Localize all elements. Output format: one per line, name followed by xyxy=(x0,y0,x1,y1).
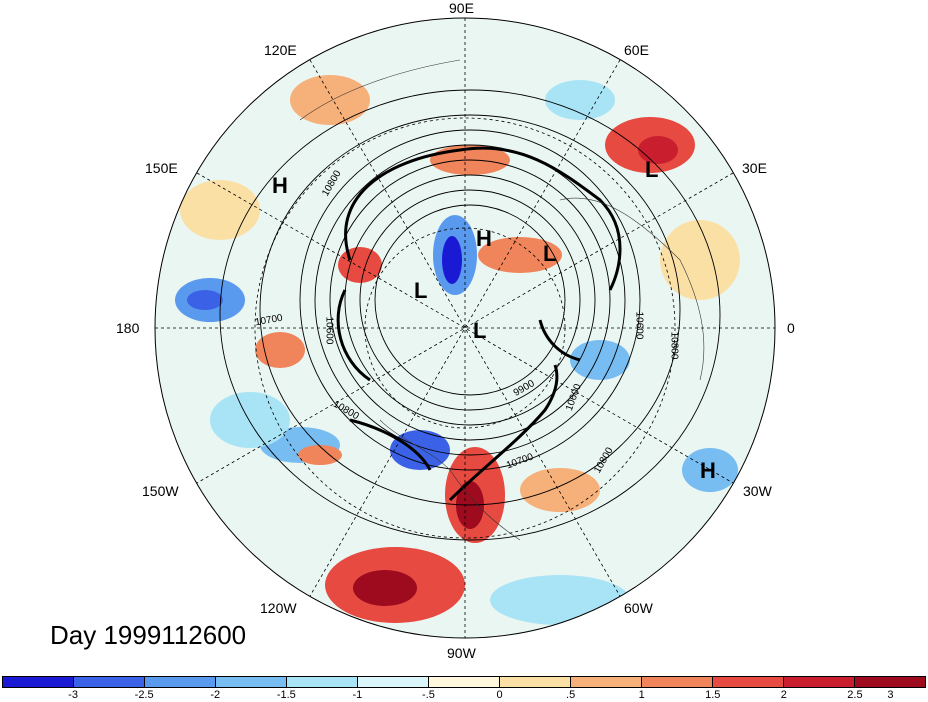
high-pressure-marker: H xyxy=(272,173,288,198)
colorbar-swatch xyxy=(358,677,429,687)
colorbar-swatch xyxy=(784,677,855,687)
colorbar-tick-label: .5 xyxy=(566,689,576,701)
anomaly-shading xyxy=(175,75,740,625)
colorbar-swatch xyxy=(74,677,145,687)
colorbar-swatch xyxy=(429,677,500,687)
lon-label-150w: 150W xyxy=(142,483,179,499)
colorbar-tick-label: -1.5 xyxy=(276,689,296,701)
colorbar-tick-label: -1 xyxy=(352,689,363,701)
lon-label-120e: 120E xyxy=(264,42,297,58)
high-pressure-marker: H xyxy=(476,226,492,251)
colorbar-tick-label: 3 xyxy=(887,689,894,701)
colorbar-swatch xyxy=(855,677,925,687)
colorbar-swatch xyxy=(287,677,358,687)
jet-streak-contours xyxy=(336,146,622,502)
colorbar-tick-label: 1 xyxy=(638,689,645,701)
colorbar-swatch xyxy=(3,677,74,687)
lon-label-180: 180 xyxy=(116,320,140,336)
graticule xyxy=(154,17,776,639)
coastlines xyxy=(299,59,705,541)
colorbar-tick-label: -.5 xyxy=(422,689,435,701)
colorbar xyxy=(2,676,926,688)
colorbar-tick-label: -2.5 xyxy=(134,689,154,701)
colorbar-tick-label: 0 xyxy=(496,689,503,701)
lon-label-120w: 120W xyxy=(260,600,297,616)
colorbar-tick-label: -3 xyxy=(68,689,78,701)
colorbar-swatch xyxy=(216,677,287,687)
lon-label-60e: 60E xyxy=(624,42,649,58)
lon-label-90e: 90E xyxy=(449,0,474,16)
colorbar-swatch xyxy=(571,677,642,687)
high-pressure-marker: H xyxy=(700,458,716,483)
colorbar-tick-label: 2 xyxy=(780,689,787,701)
day-label: Day 1999112600 xyxy=(50,620,247,650)
lon-label-60w: 60W xyxy=(624,600,653,616)
colorbar-swatch xyxy=(642,677,713,687)
colorbar-tick-label: 2.5 xyxy=(847,689,863,701)
lon-label-150e: 150E xyxy=(145,160,178,176)
geopotential-contours xyxy=(219,89,721,541)
lon-label-30e: 30E xyxy=(742,160,767,176)
low-pressure-marker: L xyxy=(645,157,659,182)
lon-label-0: 0 xyxy=(787,320,795,336)
low-pressure-marker: L xyxy=(473,318,487,343)
colorbar-swatch xyxy=(500,677,571,687)
low-pressure-marker: L xyxy=(543,241,557,266)
low-pressure-marker: L xyxy=(414,278,428,303)
lon-label-90w: 90W xyxy=(447,645,476,661)
colorbar-tick-label: -2 xyxy=(210,689,221,701)
contour-label: 10600 xyxy=(323,316,335,345)
colorbar-tick-label: 1.5 xyxy=(705,689,721,701)
lon-label-30w: 30W xyxy=(743,483,772,499)
colorbar-swatch xyxy=(145,677,216,687)
contour-label: 10600 xyxy=(633,311,645,340)
colorbar-swatch xyxy=(713,677,784,687)
contour-label: 10800 xyxy=(668,331,680,360)
